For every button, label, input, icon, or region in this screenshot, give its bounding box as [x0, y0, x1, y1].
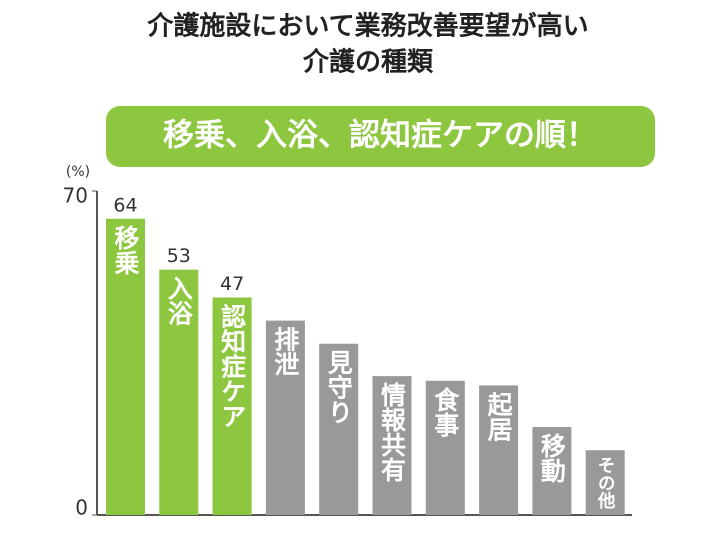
y-tick-label: 70	[63, 184, 88, 208]
x-tick-label: 排泄	[271, 327, 300, 377]
bar	[585, 450, 625, 515]
x-tick-label: 移乗	[111, 225, 140, 275]
x-tick-label: その他	[595, 456, 616, 509]
x-tick-label: 移動	[537, 433, 566, 484]
x-tick-label: 情報共有	[378, 382, 407, 482]
value-label: 64	[113, 194, 137, 216]
x-tick-label: 食事	[431, 386, 460, 438]
x-tick-label: 入浴	[164, 276, 193, 327]
chart-title: 介護の種類	[302, 47, 434, 78]
y-tick-label: 0	[75, 496, 88, 520]
x-tick-label: 起居	[484, 391, 513, 442]
x-tick-label: 見守り	[324, 350, 353, 425]
bar	[319, 343, 359, 515]
chart-title: 介護施設において業務改善要望が高い	[146, 11, 588, 42]
chart-subtitle: 移乗、入浴、認知症ケアの順！	[163, 118, 597, 154]
bar	[265, 320, 305, 515]
y-axis-label: (%)	[66, 164, 90, 180]
value-label: 53	[167, 245, 191, 267]
bar	[159, 269, 199, 515]
bar	[425, 380, 465, 515]
bar	[532, 427, 572, 515]
x-tick-label: 認知症ケア	[218, 302, 247, 428]
bar	[372, 376, 412, 515]
value-label: 47	[220, 273, 244, 295]
bar	[212, 297, 252, 515]
bar	[106, 218, 145, 515]
subtitle-banner	[106, 106, 655, 167]
bar	[479, 385, 519, 515]
